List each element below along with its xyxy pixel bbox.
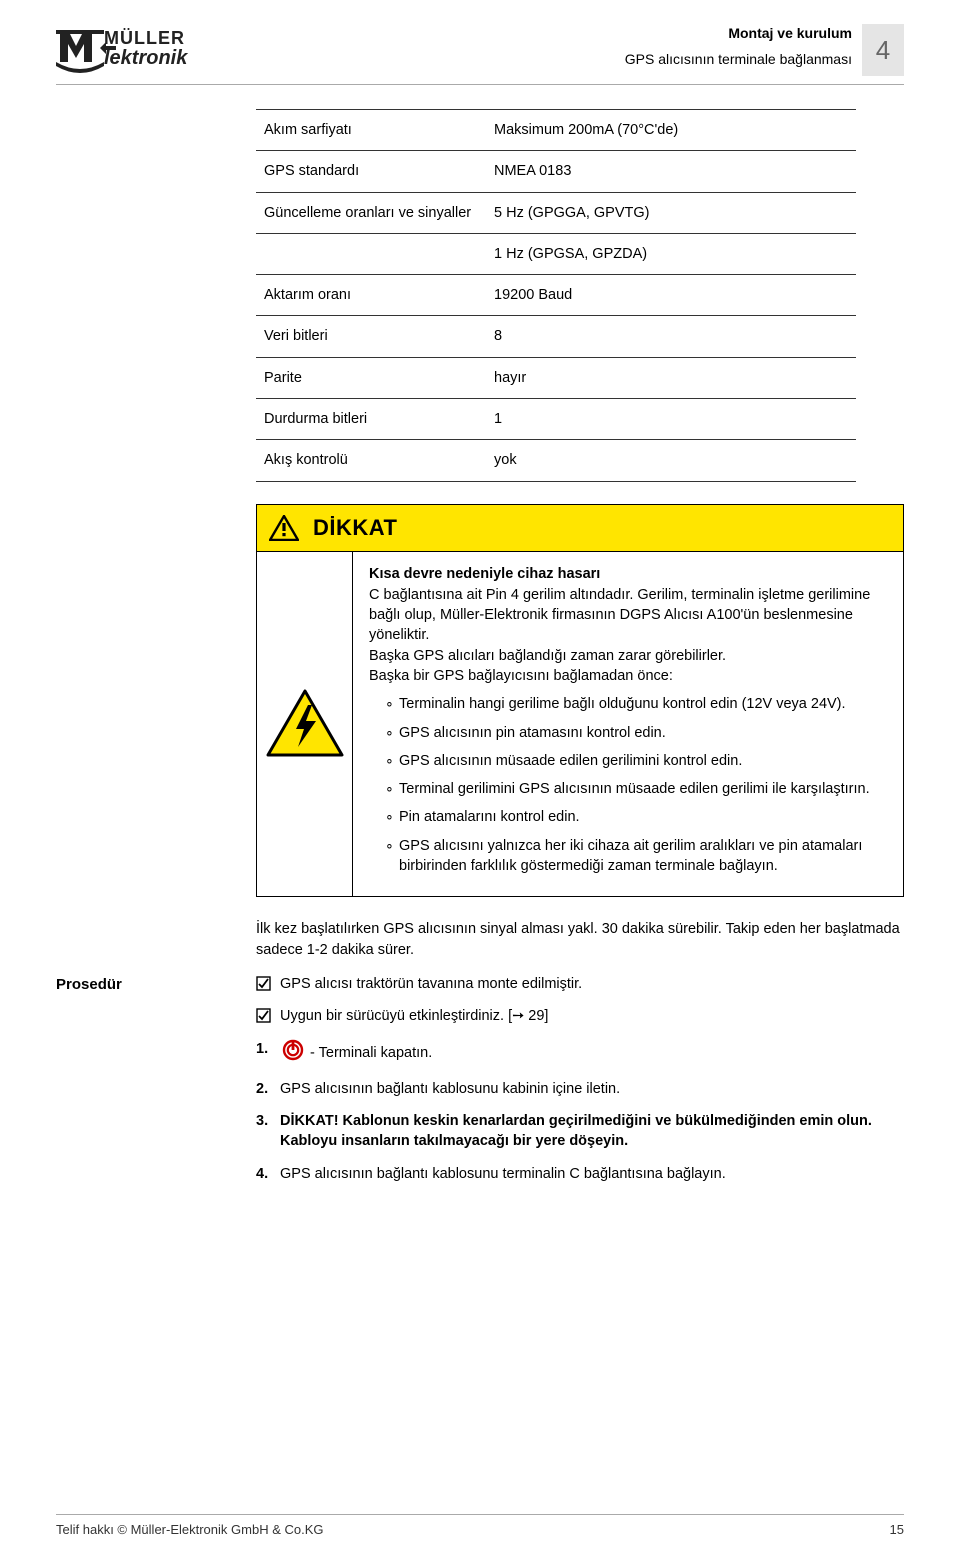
spec-value: 8 [486,316,856,357]
caution-icon-cell [257,552,353,896]
spec-label: Akış kontrolü [256,440,486,481]
step-item: 4. GPS alıcısının bağlantı kablosunu term… [256,1164,904,1184]
table-row: Akım sarfiyatıMaksimum 200mA (70°C'de) [256,110,856,151]
header-title-1: Montaj ve kurulum [625,24,852,44]
step-number: 2. [256,1079,268,1099]
table-row: GPS standardıNMEA 0183 [256,151,856,192]
spec-table: Akım sarfiyatıMaksimum 200mA (70°C'de)GP… [256,109,856,482]
caution-list-item: GPS alıcısının pin atamasını kontrol edi… [385,723,887,743]
spec-value: 1 [486,399,856,440]
step-text-bold: DİKKAT! Kablonun keskin kenarlardan geçi… [280,1113,872,1149]
check-item: Uygun bir sürücüyü etkinleştirdiniz. [➙ … [256,1006,904,1026]
spec-label: GPS standardı [256,151,486,192]
table-row: Veri bitleri8 [256,316,856,357]
caution-paragraph: C bağlantısına ait Pin 4 gerilim altında… [369,585,887,686]
table-row: Güncelleme oranları ve sinyaller5 Hz (GP… [256,192,856,233]
warning-triangle-icon [269,515,299,541]
checkbox-checked-icon [256,976,271,997]
page-header: MÜLLER lektronik Montaj ve kurulum GPS a… [56,24,904,85]
footer-copyright: Telif hakkı © Müller-Elektronik GmbH & C… [56,1521,323,1539]
table-row: Aktarım oranı19200 Baud [256,275,856,316]
table-row: Akış kontrolüyok [256,440,856,481]
step-item: 1. - Terminali kapatın. [256,1039,904,1067]
procedure-label: Prosedür [56,974,122,995]
checkbox-checked-icon [256,1008,271,1029]
table-row: Durdurma bitleri1 [256,399,856,440]
section-number-box: 4 [862,24,904,76]
spec-value: Maksimum 200mA (70°C'de) [486,110,856,151]
caution-list-item: GPS alıcısının müsaade edilen gerilimini… [385,751,887,771]
spec-value: hayır [486,357,856,398]
caution-heading: DİKKAT [313,513,397,544]
header-title-2: GPS alıcısının terminale bağlanması [625,50,852,70]
caution-box: DİKKAT Kısa devre nedeniyle cihaz hasarı… [256,504,904,898]
caution-title: Kısa devre nedeniyle cihaz hasarı [369,564,887,584]
electric-hazard-icon [266,689,344,759]
caution-text: Kısa devre nedeniyle cihaz hasarı C bağl… [353,552,903,896]
power-icon [282,1039,304,1067]
caution-list-item: Pin atamalarını kontrol edin. [385,807,887,827]
caution-list: Terminalin hangi gerilime bağlı olduğunu… [369,694,887,876]
logo-text-top: MÜLLER [104,28,185,48]
spec-label: Güncelleme oranları ve sinyaller [256,192,486,233]
spec-label: Aktarım oranı [256,275,486,316]
step-number: 3. [256,1111,268,1131]
caution-list-item: Terminalin hangi gerilime bağlı olduğunu… [385,694,887,714]
logo-text-bottom: lektronik [104,47,188,69]
check-item-text: GPS alıcısı traktörün tavanına monte edi… [280,976,582,992]
table-row: 1 Hz (GPGSA, GPZDA) [256,233,856,274]
spec-value: 1 Hz (GPGSA, GPZDA) [486,233,856,274]
step-item: 2. GPS alıcısının bağlantı kablosunu kabi… [256,1079,904,1099]
step-list: 1. - Terminali kapatın. 2. GPS alıcısının … [256,1039,904,1184]
caution-header: DİKKAT [256,504,904,553]
step-text: GPS alıcısının bağlantı kablosunu termin… [280,1166,726,1182]
spec-label: Veri bitleri [256,316,486,357]
step-text: - Terminali kapatın. [306,1045,432,1061]
caution-list-item: Terminal gerilimini GPS alıcısının müsaa… [385,779,887,799]
spec-value: 19200 Baud [486,275,856,316]
spec-value: NMEA 0183 [486,151,856,192]
spec-label: Durdurma bitleri [256,399,486,440]
spec-label [256,233,486,274]
step-text: GPS alıcısının bağlantı kablosunu kabini… [280,1081,620,1097]
table-row: Paritehayır [256,357,856,398]
spec-value: 5 Hz (GPGGA, GPVTG) [486,192,856,233]
intro-text: İlk kez başlatılırken GPS alıcısının sin… [256,919,904,960]
spec-value: yok [486,440,856,481]
mueller-logo-icon: MÜLLER lektronik [56,24,246,76]
check-item-text: Uygun bir sürücüyü etkinleştirdiniz. [➙ … [280,1008,548,1024]
step-number: 1. [256,1039,268,1059]
step-item: 3. DİKKAT! Kablonun keskin kenarlardan ge… [256,1111,904,1152]
logo: MÜLLER lektronik [56,24,246,76]
spec-label: Akım sarfiyatı [256,110,486,151]
caution-list-item: GPS alıcısını yalnızca her iki cihaza ai… [385,836,887,877]
footer-page-number: 15 [890,1521,904,1539]
prerequisite-list: GPS alıcısı traktörün tavanına monte edi… [256,974,904,1027]
check-item: GPS alıcısı traktörün tavanına monte edi… [256,974,904,994]
page-footer: Telif hakkı © Müller-Elektronik GmbH & C… [56,1514,904,1539]
step-number: 4. [256,1164,268,1184]
spec-label: Parite [256,357,486,398]
